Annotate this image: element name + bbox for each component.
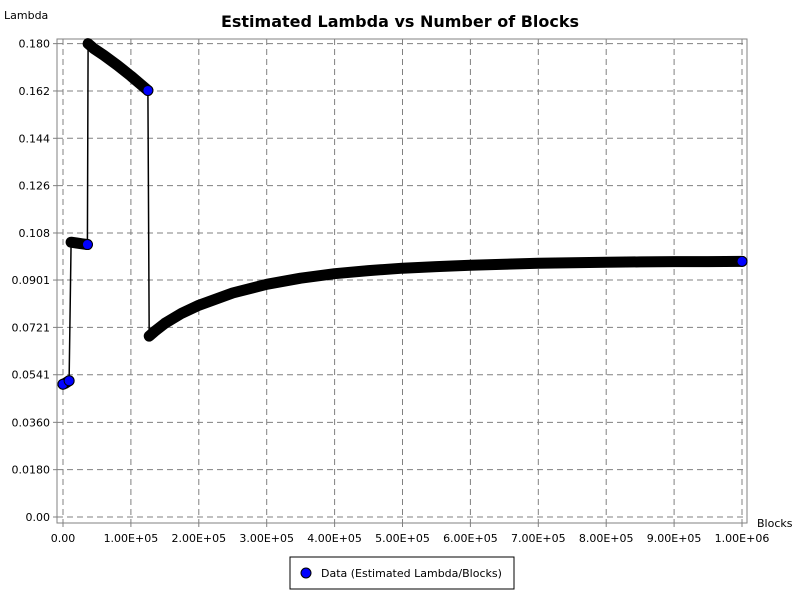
series-layer [57, 38, 748, 390]
y-tick-label: 0.126 [19, 180, 51, 193]
data-point [159, 318, 170, 329]
highlight-point [142, 84, 154, 96]
data-point [669, 256, 680, 267]
data-point [261, 279, 272, 290]
y-tick-label: 0.108 [19, 227, 51, 240]
data-point [465, 260, 476, 271]
y-tick-label: 0.00 [26, 511, 51, 524]
chart-title: Estimated Lambda vs Number of Blocks [221, 12, 579, 31]
x-tick-label: 0.00 [51, 532, 76, 545]
y-axis-title: Lambda [4, 9, 48, 22]
x-tick-label: 4.00E+05 [307, 532, 362, 545]
x-tick-label: 8.00E+05 [579, 532, 634, 545]
data-point [635, 256, 646, 267]
y-tick-label: 0.162 [19, 85, 51, 98]
data-point [227, 287, 238, 298]
x-axis-title: Blocks [757, 517, 793, 530]
data-point [499, 259, 510, 270]
x-tick-label: 2.00E+05 [171, 532, 226, 545]
grid [57, 39, 747, 523]
data-point [431, 261, 442, 272]
series-marker-band [143, 255, 748, 342]
y-tick-label: 0.0721 [12, 321, 51, 334]
x-tick-label: 7.00E+05 [511, 532, 566, 545]
legend-label: Data (Estimated Lambda/Blocks) [321, 567, 502, 580]
data-point [98, 50, 109, 61]
x-tick-label: 1.00E+06 [715, 532, 770, 545]
legend-marker-icon [300, 567, 312, 579]
x-tick-label: 3.00E+05 [239, 532, 294, 545]
data-point [193, 300, 204, 311]
y-tick-label: 0.0180 [12, 464, 51, 477]
highlight-point [63, 375, 75, 387]
x-tick-label: 1.00E+05 [104, 532, 159, 545]
data-point [533, 258, 544, 269]
data-point [567, 257, 578, 268]
data-point [176, 308, 187, 319]
data-point [703, 256, 714, 267]
highlight-point [736, 255, 748, 267]
x-tick-label: 6.00E+05 [443, 532, 498, 545]
data-point [112, 60, 123, 71]
data-point [601, 257, 612, 268]
data-point [363, 265, 374, 276]
legend-box [289, 556, 515, 590]
highlight-point [81, 239, 93, 251]
data-point [125, 70, 136, 81]
legend: Data (Estimated Lambda/Blocks) [289, 556, 515, 590]
y-tick-label: 0.0541 [12, 369, 51, 382]
data-point [88, 43, 99, 54]
data-point [329, 268, 340, 279]
y-tick-label: 0.0360 [12, 416, 51, 429]
data-point [295, 273, 306, 284]
y-tick-label: 0.0901 [12, 274, 51, 287]
data-point [397, 263, 408, 274]
y-tick-label: 0.180 [19, 38, 51, 51]
y-tick-label: 0.144 [19, 132, 51, 145]
x-tick-label: 9.00E+05 [647, 532, 702, 545]
x-axis: 0.00 1.00E+05 2.00E+05 3.00E+05 4.00E+05 5.00… [51, 523, 770, 545]
x-tick-label: 5.00E+05 [375, 532, 430, 545]
data-point [149, 326, 160, 337]
y-axis: 0.00 0.0180 0.0360 0.0541 0.0721 0.0901 0.108 0… [12, 38, 57, 524]
